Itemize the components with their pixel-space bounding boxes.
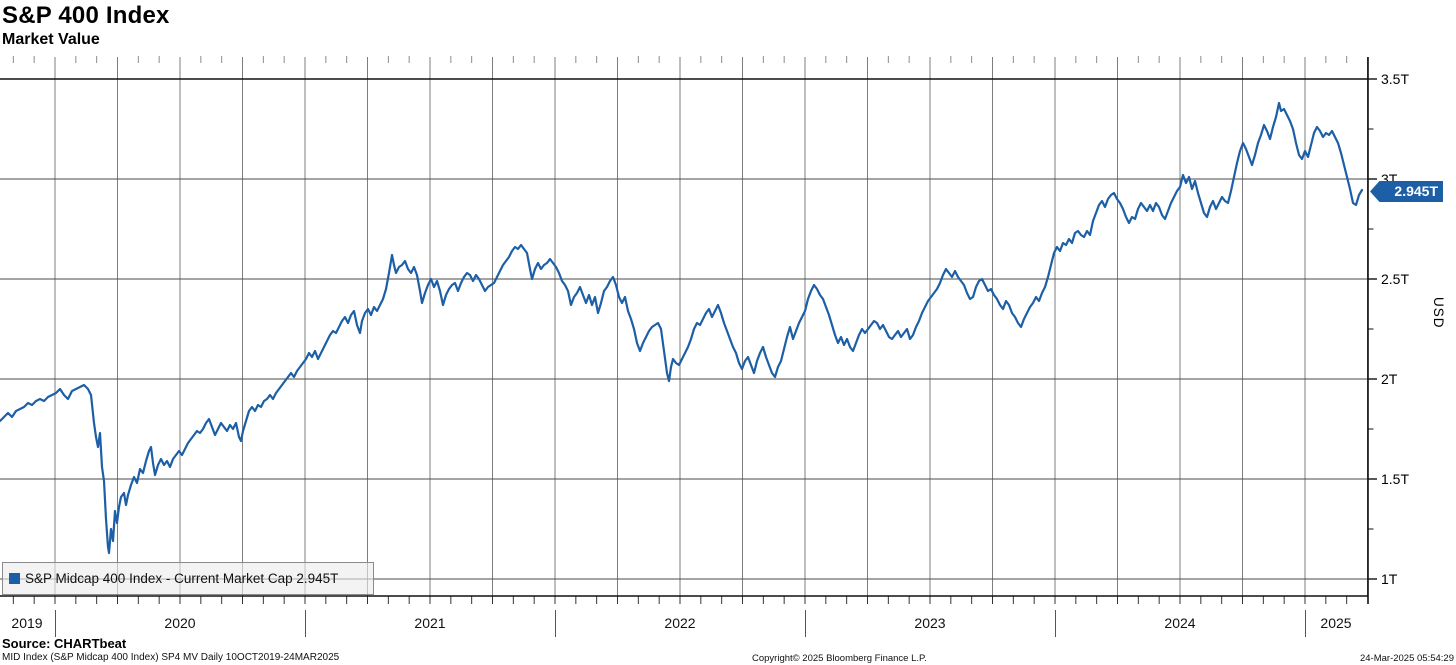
x-year-label: 2019 — [11, 615, 43, 631]
ticker-meta-note: MID Index (S&P Midcap 400 Index) SP4 MV … — [2, 652, 340, 663]
y-tick-label: 2.5T — [1381, 271, 1410, 287]
x-year-separator — [1055, 610, 1056, 637]
page-subtitle: Market Value — [2, 31, 100, 48]
x-year-label: 2023 — [914, 615, 946, 631]
x-year-label: 2020 — [164, 615, 196, 631]
y-tick-label: 3.5T — [1381, 71, 1410, 87]
x-year-separator — [1305, 610, 1306, 637]
timestamp-note: 24-Mar-2025 05:54:29 — [1359, 653, 1454, 664]
y-tick-label: 2T — [1381, 371, 1398, 387]
x-year-separator — [805, 610, 806, 637]
x-year-label: 2022 — [664, 615, 696, 631]
legend-series-marker-icon — [9, 573, 20, 584]
legend-box: S&P Midcap 400 Index - Current Market Ca… — [2, 562, 374, 595]
y-tick-label: 1.5T — [1381, 471, 1410, 487]
last-price-badge: 2.945T — [1370, 181, 1443, 202]
x-year-separator — [555, 610, 556, 637]
y-axis-unit-label: USD — [1431, 297, 1446, 329]
source-note: Source: CHARTbeat — [2, 636, 127, 651]
legend-label: S&P Midcap 400 Index - Current Market Ca… — [25, 571, 339, 586]
x-year-label: 2025 — [1320, 615, 1352, 631]
x-year-separator — [55, 610, 56, 637]
y-tick-label: 1T — [1381, 571, 1398, 587]
copyright-note: Copyright© 2025 Bloomberg Finance L.P. — [752, 653, 927, 664]
x-year-label: 2021 — [414, 615, 446, 631]
x-year-label: 2024 — [1164, 615, 1196, 631]
page-title: S&P 400 Index — [2, 2, 170, 29]
price-line-series — [0, 101, 1364, 555]
x-year-separator — [305, 610, 306, 637]
